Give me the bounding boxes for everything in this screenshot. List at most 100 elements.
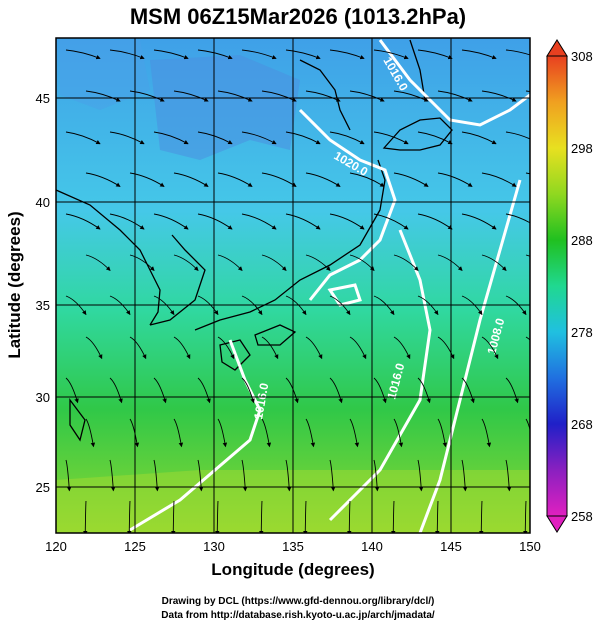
streamline [65, 131, 101, 145]
streamline [65, 377, 79, 404]
coast-honshu [194, 159, 386, 331]
coast-primorye [299, 59, 351, 131]
streamline [525, 90, 530, 93]
x-tick-label: 150 [519, 539, 541, 554]
streamline [417, 377, 431, 404]
y-tick-label: 40 [36, 195, 50, 210]
streamline [347, 500, 352, 533]
isobar-line [378, 39, 530, 127]
plot-frame [55, 37, 531, 534]
streamline [391, 500, 396, 533]
colorbar-tick-label: 308 [571, 49, 593, 64]
coast-korea [149, 234, 206, 326]
streamline [285, 131, 321, 145]
wind-streamlines [65, 49, 530, 533]
colorbar-tick-label: 298 [571, 141, 593, 156]
streamline [505, 295, 527, 316]
streamline [505, 49, 530, 56]
y-tick-label: 30 [36, 390, 50, 405]
streamline [197, 295, 219, 316]
colorbar-tick-label: 268 [571, 417, 593, 432]
streamline [505, 131, 530, 140]
streamline [437, 254, 463, 271]
x-tick-label: 130 [203, 539, 225, 554]
streamline [109, 49, 145, 60]
footer-credit-data: Data from http://database.rish.kyoto-u.a… [161, 610, 435, 621]
streamline [329, 131, 365, 145]
streamline [305, 336, 323, 360]
streamline [373, 377, 387, 404]
streamline [437, 172, 473, 187]
streamline [215, 500, 220, 533]
streamline [417, 295, 439, 316]
streamline [349, 336, 367, 360]
colorbar: 308 298 288 278 268 258 [546, 39, 593, 533]
streamline [525, 336, 530, 341]
coast-taiwan [69, 398, 86, 442]
y-ticks: 25 30 35 40 45 [36, 91, 50, 495]
streamline [85, 418, 96, 448]
streamline [197, 377, 211, 404]
streamline [417, 213, 453, 230]
isobar-line [129, 339, 262, 532]
colorbar-upper-arrow [546, 39, 568, 57]
streamline [173, 172, 209, 187]
streamline [109, 131, 145, 145]
streamline [241, 213, 277, 230]
streamline [217, 172, 253, 187]
streamline [173, 418, 184, 448]
streamline [329, 377, 343, 404]
streamline [153, 377, 167, 404]
streamline [285, 49, 321, 60]
colorbar-tick-label: 278 [571, 325, 593, 340]
streamline [349, 418, 360, 448]
streamline [481, 172, 517, 187]
streamline [305, 90, 341, 102]
x-tick-label: 145 [440, 539, 462, 554]
streamline [417, 49, 453, 60]
coast-sakhalin [409, 39, 426, 101]
footer-credit-dcl: Drawing by DCL (https://www.gfd-dennou.o… [162, 596, 435, 607]
streamline [329, 213, 365, 230]
streamline [241, 49, 277, 60]
x-tick-label: 120 [45, 539, 67, 554]
coast-hokkaido [382, 117, 453, 151]
streamline [461, 131, 497, 145]
y-axis-label: Latitude (degrees) [5, 211, 24, 358]
streamline [241, 377, 255, 404]
streamline [109, 213, 145, 230]
streamline [481, 418, 492, 448]
streamline [525, 172, 530, 175]
x-tick-label: 125 [124, 539, 146, 554]
streamline [285, 377, 299, 404]
streamline [241, 295, 263, 316]
streamline [393, 172, 429, 187]
streamline [305, 254, 331, 271]
streamline [373, 49, 409, 60]
streamline [481, 254, 507, 271]
streamline [461, 377, 475, 404]
streamline [505, 377, 519, 404]
streamline [461, 295, 483, 316]
streamline [241, 131, 277, 145]
y-tick-label: 45 [36, 91, 50, 106]
streamline [153, 213, 189, 230]
streamline [461, 213, 497, 230]
streamline [173, 254, 199, 271]
map-title: MSM 06Z15Mar2026 (1013.2hPa) [130, 4, 466, 29]
isobar-label: 1016.0 [251, 382, 271, 421]
streamline [437, 90, 473, 102]
streamline [129, 172, 165, 187]
colorbar-ticks: 308 298 288 278 268 258 [571, 49, 593, 524]
isobars [129, 39, 530, 533]
colorbar-scale [546, 55, 568, 517]
streamline [435, 500, 440, 533]
streamline [217, 90, 253, 102]
streamline [349, 90, 385, 102]
streamline [305, 418, 316, 448]
streamline [217, 336, 235, 360]
y-tick-label: 25 [36, 480, 50, 495]
isobar-line [298, 108, 397, 301]
streamline [127, 500, 132, 533]
